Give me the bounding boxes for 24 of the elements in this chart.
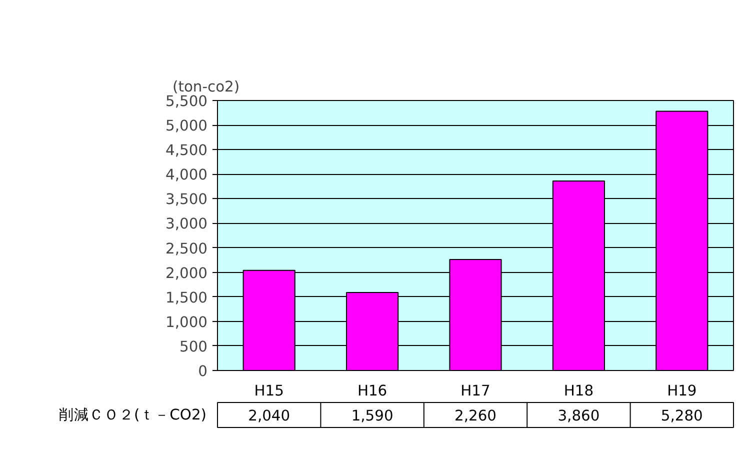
text: 削減ＣＯ２(ｔ－CO2) [58, 406, 206, 424]
y-tick-label: 3,500 [166, 191, 208, 208]
y-tick-label: 5,000 [166, 118, 208, 135]
data-label: 5,280 [660, 408, 703, 424]
y-tick-label: 1,000 [166, 314, 208, 331]
x-tick-label: H17 [460, 382, 490, 400]
data-label: 3,860 [558, 408, 600, 424]
y-tick-label: 5,500 [166, 93, 208, 110]
y-tick-label: 3,000 [166, 216, 208, 233]
y-tick-label: 4,000 [166, 166, 208, 184]
x-tick-label: H19 [667, 382, 697, 400]
x-tick-label: H15 [254, 382, 284, 400]
y-tick-label: 1,500 [166, 289, 208, 306]
y-axis-title: (ton-co2) [172, 78, 240, 96]
x-tick-label: H16 [357, 382, 388, 400]
y-tick-label: 4,500 [166, 142, 208, 160]
y-tick-label: 0 [198, 363, 208, 380]
x-tick-label: H18 [564, 382, 594, 400]
data-label: 1,590 [351, 408, 394, 424]
y-tick-label: 500 [180, 338, 208, 356]
data-label: 2,260 [454, 408, 496, 424]
y-tick-label: 2,000 [166, 264, 208, 282]
y-tick-label: 2,500 [166, 240, 208, 258]
data-label: 2,040 [248, 408, 290, 424]
